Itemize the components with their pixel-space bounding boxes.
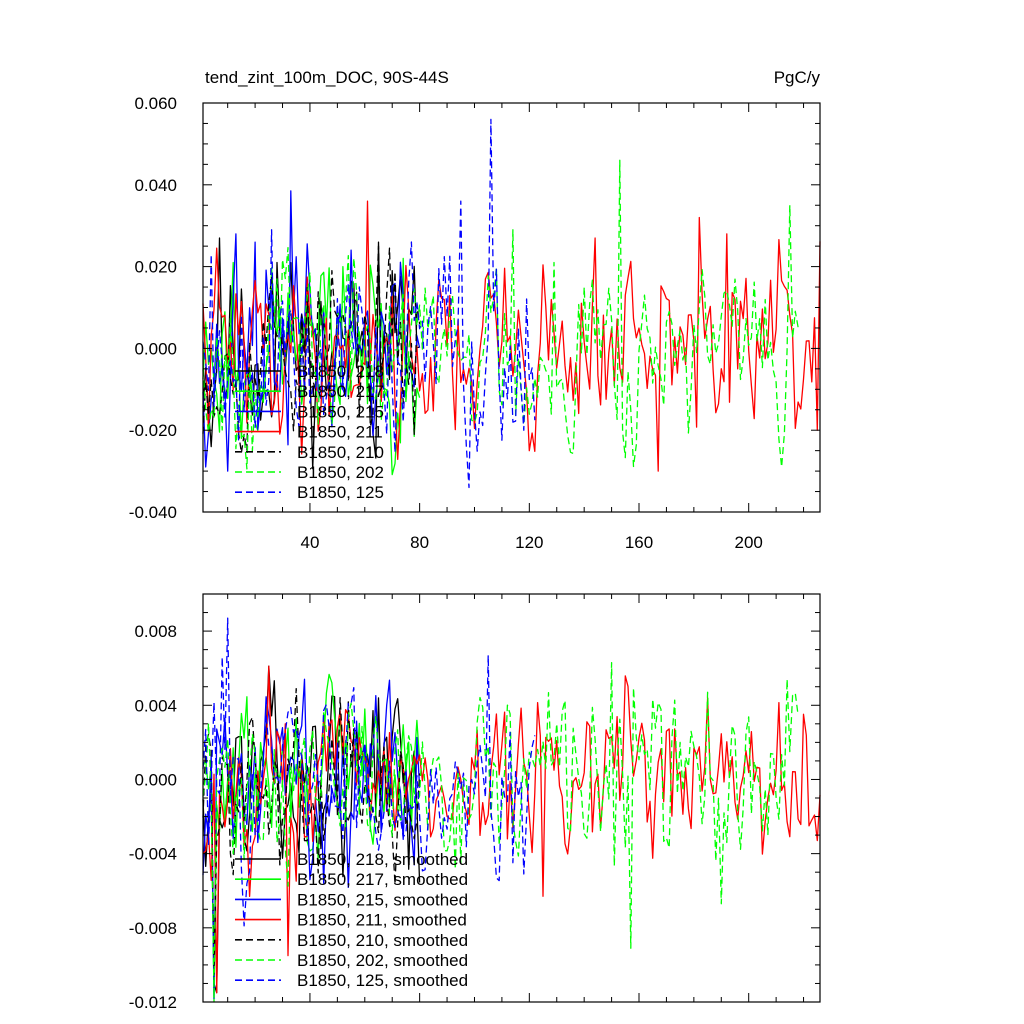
series-line-2 <box>202 673 421 1003</box>
legend-label: B1850, 210 <box>297 443 384 462</box>
legend-label: B1850, 125 <box>297 483 384 502</box>
series-group <box>202 118 821 489</box>
x-tick-label: 200 <box>735 533 763 552</box>
legend-label: B1850, 202, smoothed <box>297 951 468 970</box>
series-group <box>202 617 821 1003</box>
y-tick-label: 0.000 <box>134 339 177 358</box>
legend-label: B1850, 211 <box>297 423 383 442</box>
legend-label: B1850, 202 <box>297 463 384 482</box>
legend-label: B1850, 215, smoothed <box>297 890 468 909</box>
legend-label: B1850, 218 <box>297 362 384 381</box>
x-tick-label: 160 <box>625 533 653 552</box>
axes: -0.012 -0.008 -0.004 0.000 0.004 0.008 <box>129 593 821 1012</box>
legend-label: B1850, 211, smoothed <box>297 911 467 930</box>
y-tick-label: -0.008 <box>129 919 177 938</box>
axes: 40 80 120 160 200 -0.040 -0.020 0.000 0.020 0.040… <box>129 94 821 552</box>
y-tick-label: 0.000 <box>134 770 177 789</box>
y-tick-label: 0.004 <box>134 696 177 715</box>
y-tick-label: -0.020 <box>129 421 177 440</box>
x-tick-label: 40 <box>300 533 319 552</box>
y-tick-label: 0.060 <box>134 94 177 113</box>
y-tick-label: 0.020 <box>134 258 177 277</box>
legend-label: B1850, 125, smoothed <box>297 971 468 990</box>
series-line-5 <box>202 687 421 975</box>
legend-label: B1850, 217, smoothed <box>297 870 468 889</box>
legend-label: B1850, 217 <box>297 382 384 401</box>
legend-label: B1850, 210, smoothed <box>297 931 468 950</box>
series-line-7 <box>202 118 536 489</box>
series-line-6 <box>202 661 799 999</box>
panel-title: tend_zint_100m_DOC, 90S-44S <box>205 68 449 87</box>
y-tick-label: -0.040 <box>129 503 177 522</box>
legend-label: B1850, 218, smoothed <box>297 850 468 869</box>
series-line-4 <box>202 665 821 994</box>
x-tick-label: 120 <box>515 533 543 552</box>
y-tick-label: 0.008 <box>134 622 177 641</box>
legend-label: B1850, 215 <box>297 402 384 421</box>
series-line-7 <box>202 617 536 927</box>
top-panel: tend_zint_100m_DOC, 90S-44S PgC/y 40 80 12… <box>129 68 821 552</box>
bottom-panel: -0.012 -0.008 -0.004 0.000 0.004 0.008 B1850,… <box>129 593 821 1012</box>
x-tick-label: 80 <box>410 533 429 552</box>
units-label: PgC/y <box>774 68 821 87</box>
y-tick-label: -0.004 <box>129 845 177 864</box>
y-tick-label: -0.012 <box>129 993 177 1012</box>
y-tick-label: 0.040 <box>134 176 177 195</box>
